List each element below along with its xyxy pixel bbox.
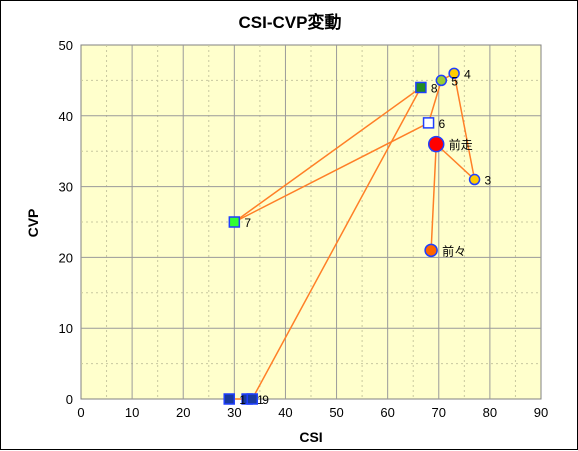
point-marker-square: [223, 393, 235, 405]
trajectory-segment: [453, 73, 476, 180]
x-tick-label: 80: [483, 405, 497, 420]
grid-lines: [81, 45, 541, 399]
x-axis-label: CSI: [299, 429, 322, 445]
y-tick-label: 10: [59, 321, 73, 336]
x-tick-label: 10: [125, 405, 139, 420]
point-marker-circle: [468, 173, 481, 186]
data-points: [223, 67, 481, 405]
point-marker-circle: [435, 74, 448, 87]
trajectory-segment: [233, 86, 422, 223]
x-tick-label: 70: [432, 405, 446, 420]
point-label: 7: [244, 216, 251, 230]
point-label: 9: [262, 393, 269, 407]
trajectory-segment: [430, 144, 437, 251]
y-tick-label: 20: [59, 250, 73, 265]
y-tick-label: 50: [59, 38, 73, 53]
x-tick-label: 40: [278, 405, 292, 420]
point-marker-square: [246, 393, 258, 405]
x-tick-label: 90: [534, 405, 548, 420]
trajectory-segment: [251, 87, 422, 400]
y-tick-label: 30: [59, 180, 73, 195]
point-label: 前走: [449, 137, 473, 152]
x-tick-label: 30: [227, 405, 241, 420]
point-label: 5: [451, 74, 458, 88]
tick-labels: 0 10 20 30 40 50 60 70 80 90 0 10 20 30 40 50: [59, 38, 549, 420]
point-label: 3: [485, 174, 492, 188]
trajectory-segment: [435, 143, 476, 181]
point-label: 1: [257, 393, 264, 407]
x-tick-label: 50: [329, 405, 343, 420]
chart-title: CSI-CVP変動: [239, 12, 342, 32]
trajectory-segment: [427, 80, 443, 124]
point-marker-square: [228, 216, 241, 228]
point-label: 6: [439, 117, 446, 131]
x-tick-label: 0: [77, 405, 84, 420]
point-marker-square: [422, 117, 435, 129]
point-marker-circle: [424, 243, 438, 258]
trajectory-segment: [233, 122, 429, 223]
y-tick-label: 0: [66, 392, 73, 407]
trajectory-lines: [229, 72, 476, 400]
y-axis-label: CVP: [25, 209, 41, 238]
x-tick-label: 20: [176, 405, 190, 420]
point-label: 4: [464, 67, 471, 81]
x-tick-label: 60: [380, 405, 394, 420]
point-label: 前々: [442, 243, 466, 258]
y-tick-label: 40: [59, 109, 73, 124]
point-marker-circle: [448, 67, 460, 80]
point-label: 1: [239, 393, 246, 407]
point-marker-circle: [427, 135, 445, 153]
point-label: 8: [431, 81, 438, 95]
point-marker-square: [415, 81, 427, 94]
